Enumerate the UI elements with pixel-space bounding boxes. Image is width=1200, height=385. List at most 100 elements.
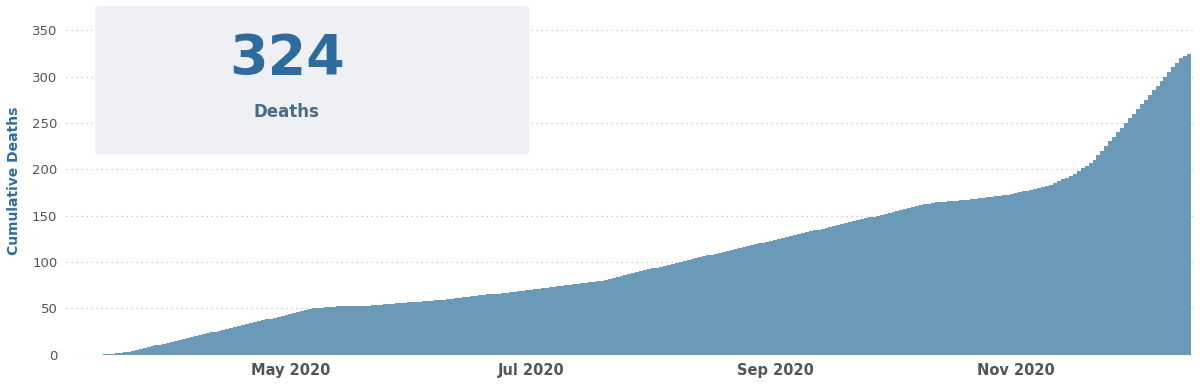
Bar bbox=[336, 306, 340, 355]
Bar bbox=[194, 336, 198, 355]
Bar bbox=[150, 346, 155, 355]
Bar bbox=[900, 210, 904, 355]
Bar bbox=[521, 291, 524, 355]
Bar bbox=[833, 226, 836, 355]
Bar bbox=[422, 301, 426, 355]
Bar bbox=[536, 289, 541, 355]
Bar bbox=[112, 354, 115, 355]
Bar bbox=[1049, 185, 1054, 355]
Bar bbox=[954, 201, 959, 355]
Bar bbox=[679, 262, 683, 355]
Bar bbox=[790, 236, 793, 355]
Bar bbox=[1175, 63, 1180, 355]
Bar bbox=[821, 229, 824, 355]
Bar bbox=[986, 197, 990, 355]
Bar bbox=[434, 300, 438, 355]
Bar bbox=[1073, 174, 1076, 355]
Bar bbox=[722, 252, 726, 355]
Bar bbox=[383, 304, 388, 355]
Bar bbox=[856, 220, 860, 355]
Bar bbox=[686, 260, 690, 355]
Bar bbox=[272, 318, 277, 355]
Bar bbox=[186, 338, 190, 355]
Bar bbox=[754, 244, 757, 355]
Bar bbox=[300, 311, 305, 355]
Bar bbox=[376, 305, 379, 355]
Bar bbox=[158, 345, 162, 355]
Bar bbox=[431, 301, 434, 355]
Bar bbox=[277, 317, 281, 355]
Bar bbox=[1042, 187, 1045, 355]
Bar bbox=[652, 268, 655, 355]
Bar bbox=[809, 231, 812, 355]
Bar bbox=[702, 256, 707, 355]
Bar bbox=[817, 229, 821, 355]
Bar bbox=[698, 257, 702, 355]
Bar bbox=[769, 241, 773, 355]
Bar bbox=[217, 331, 222, 355]
Bar bbox=[162, 343, 167, 355]
Bar bbox=[690, 259, 695, 355]
Bar bbox=[797, 234, 800, 355]
Bar bbox=[355, 306, 360, 355]
Text: 324: 324 bbox=[229, 32, 344, 85]
Bar bbox=[845, 223, 848, 355]
Bar bbox=[864, 218, 868, 355]
Bar bbox=[214, 331, 217, 355]
Bar bbox=[257, 321, 260, 355]
Bar bbox=[143, 348, 146, 355]
Bar bbox=[778, 239, 781, 355]
Bar bbox=[198, 335, 202, 355]
Bar bbox=[545, 288, 548, 355]
Bar bbox=[202, 334, 205, 355]
Bar bbox=[919, 206, 923, 355]
Bar bbox=[490, 295, 493, 355]
Bar bbox=[800, 233, 805, 355]
Bar bbox=[222, 330, 226, 355]
Bar bbox=[1061, 179, 1064, 355]
Bar bbox=[1147, 95, 1152, 355]
Bar bbox=[959, 200, 962, 355]
Bar bbox=[785, 237, 790, 355]
Bar bbox=[1144, 100, 1147, 355]
Bar bbox=[1057, 181, 1061, 355]
Bar bbox=[872, 216, 876, 355]
Bar bbox=[139, 349, 143, 355]
Bar bbox=[226, 329, 229, 355]
Bar bbox=[619, 276, 624, 355]
Bar bbox=[119, 353, 122, 355]
Bar bbox=[904, 209, 907, 355]
Bar bbox=[1097, 155, 1100, 355]
Bar bbox=[1164, 77, 1168, 355]
Bar bbox=[1124, 123, 1128, 355]
Bar bbox=[122, 352, 127, 355]
Bar bbox=[1037, 188, 1042, 355]
Bar bbox=[1104, 146, 1109, 355]
Bar bbox=[1112, 137, 1116, 355]
Bar bbox=[253, 322, 257, 355]
Bar bbox=[269, 318, 272, 355]
Bar bbox=[233, 327, 238, 355]
Bar bbox=[454, 298, 458, 355]
Bar bbox=[966, 200, 971, 355]
Bar bbox=[584, 283, 588, 355]
Bar bbox=[502, 293, 505, 355]
Bar bbox=[514, 292, 517, 355]
Bar bbox=[974, 199, 978, 355]
Bar bbox=[352, 306, 355, 355]
Bar bbox=[446, 299, 450, 355]
Bar bbox=[360, 306, 364, 355]
Bar bbox=[1187, 54, 1192, 355]
Bar bbox=[895, 211, 900, 355]
Text: Deaths: Deaths bbox=[254, 103, 319, 121]
Bar bbox=[1081, 168, 1085, 355]
Bar bbox=[458, 298, 462, 355]
Bar bbox=[707, 256, 710, 355]
Bar bbox=[848, 222, 852, 355]
Bar bbox=[1085, 166, 1088, 355]
Bar bbox=[931, 203, 935, 355]
Bar bbox=[766, 241, 769, 355]
Bar bbox=[486, 295, 490, 355]
Bar bbox=[888, 213, 892, 355]
Bar bbox=[911, 207, 916, 355]
